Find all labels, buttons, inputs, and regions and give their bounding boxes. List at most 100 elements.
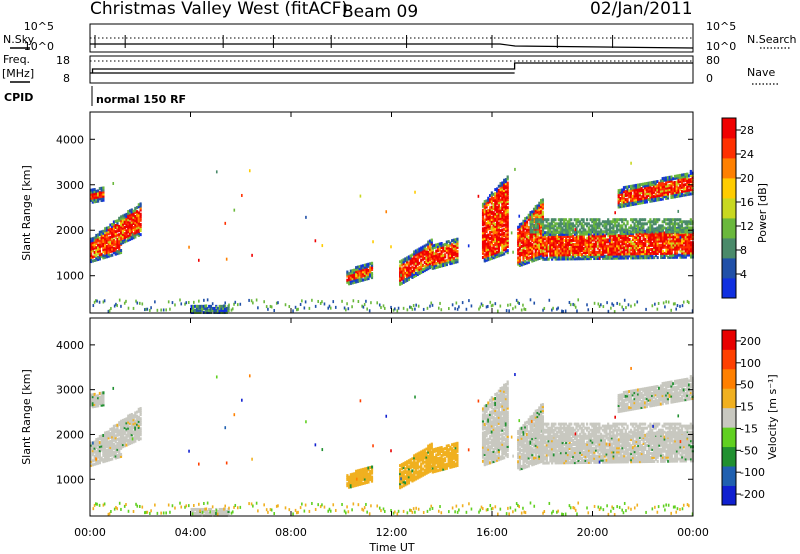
power-cell xyxy=(595,240,598,244)
power-cell xyxy=(602,244,605,248)
velocity-cell xyxy=(367,474,370,478)
power-cell xyxy=(487,227,490,231)
velocity-cell xyxy=(409,470,412,474)
power-cell xyxy=(545,237,548,241)
velocity-cell xyxy=(127,418,130,422)
velocity-cell xyxy=(447,464,450,468)
power-cell xyxy=(635,228,638,232)
velocity-cell xyxy=(353,472,356,476)
power-cell xyxy=(573,230,576,234)
power-cell xyxy=(679,304,681,308)
power-cell xyxy=(651,189,654,193)
power-cell xyxy=(102,254,105,258)
power-cell xyxy=(504,200,508,204)
velocity-cell xyxy=(406,482,409,486)
velocity-cell xyxy=(481,453,485,457)
power-cell xyxy=(572,245,575,249)
power-cell xyxy=(527,242,530,246)
power-cell xyxy=(451,253,454,257)
power-cell xyxy=(100,190,103,194)
velocity-cell xyxy=(139,437,142,441)
power-cell xyxy=(644,196,647,200)
power-cell xyxy=(536,230,539,234)
power-cell xyxy=(497,244,500,248)
velocity-cell xyxy=(135,434,139,438)
power-cell xyxy=(684,179,687,183)
power-cell xyxy=(674,247,677,251)
power-cell xyxy=(538,244,541,248)
power-cell xyxy=(114,219,117,223)
power-cell xyxy=(589,244,592,248)
power-cell xyxy=(534,235,537,239)
power-cell xyxy=(687,222,691,226)
power-cell xyxy=(402,258,405,262)
velocity-cell xyxy=(427,458,430,462)
power-cell xyxy=(135,214,139,218)
power-cell xyxy=(225,257,228,261)
power-cell xyxy=(487,200,490,204)
velocity-cell xyxy=(451,447,454,451)
velocity-cell xyxy=(127,424,130,428)
power-cell xyxy=(543,306,546,310)
power-cell xyxy=(603,238,607,242)
power-cell xyxy=(646,256,649,260)
power-cell xyxy=(609,250,612,254)
velocity-cell xyxy=(98,451,101,455)
power-cell xyxy=(231,307,234,311)
power-cell xyxy=(369,270,372,274)
power-cell xyxy=(666,188,670,192)
power-cell xyxy=(670,181,673,185)
power-cell xyxy=(105,230,109,234)
power-cell xyxy=(111,225,114,229)
velocity-cell xyxy=(105,459,109,463)
velocity-cell xyxy=(118,451,121,455)
power-cell xyxy=(551,235,554,239)
power-cell xyxy=(684,245,687,249)
power-cell xyxy=(436,247,440,251)
power-cell xyxy=(665,218,668,222)
power-cell xyxy=(90,253,93,257)
velocity-cell xyxy=(107,452,110,456)
power-cell xyxy=(668,253,672,257)
velocity-cell xyxy=(90,393,93,397)
power-cell xyxy=(116,250,119,254)
power-cell xyxy=(534,220,538,224)
velocity-cell xyxy=(431,454,434,458)
velocity-cell xyxy=(111,451,114,455)
power-cell xyxy=(624,185,627,189)
velocity-cell xyxy=(112,438,116,442)
power-cell xyxy=(362,268,365,272)
velocity-cell xyxy=(134,429,137,433)
velocity-cell xyxy=(369,476,372,480)
power-cell xyxy=(378,303,381,307)
velocity-cell xyxy=(481,459,485,463)
power-cell xyxy=(684,226,687,230)
power-cell xyxy=(602,252,605,256)
power-cell xyxy=(334,305,337,309)
power-cell xyxy=(686,241,689,245)
power-cell xyxy=(681,239,684,243)
power-cell xyxy=(487,217,490,221)
power-cell xyxy=(527,256,530,260)
velocity-cell xyxy=(402,470,405,474)
power-cell xyxy=(633,254,636,258)
power-cell xyxy=(413,270,416,274)
power-cell xyxy=(649,239,652,243)
velocity-cell xyxy=(407,473,411,477)
power-cell xyxy=(680,194,684,198)
power-cell xyxy=(684,239,687,243)
power-cell xyxy=(416,254,419,258)
power-cell xyxy=(518,251,522,255)
power-cell xyxy=(579,257,582,261)
power-cell xyxy=(520,253,523,257)
velocity-cell xyxy=(123,444,126,448)
velocity-cell xyxy=(452,462,456,466)
velocity-cell xyxy=(440,448,443,452)
power-cell xyxy=(506,230,509,234)
power-cell xyxy=(211,302,214,306)
velocity-cell xyxy=(428,443,432,447)
power-cell xyxy=(552,251,556,255)
power-cell xyxy=(629,224,633,228)
power-cell xyxy=(647,220,650,224)
power-cell xyxy=(494,206,497,210)
